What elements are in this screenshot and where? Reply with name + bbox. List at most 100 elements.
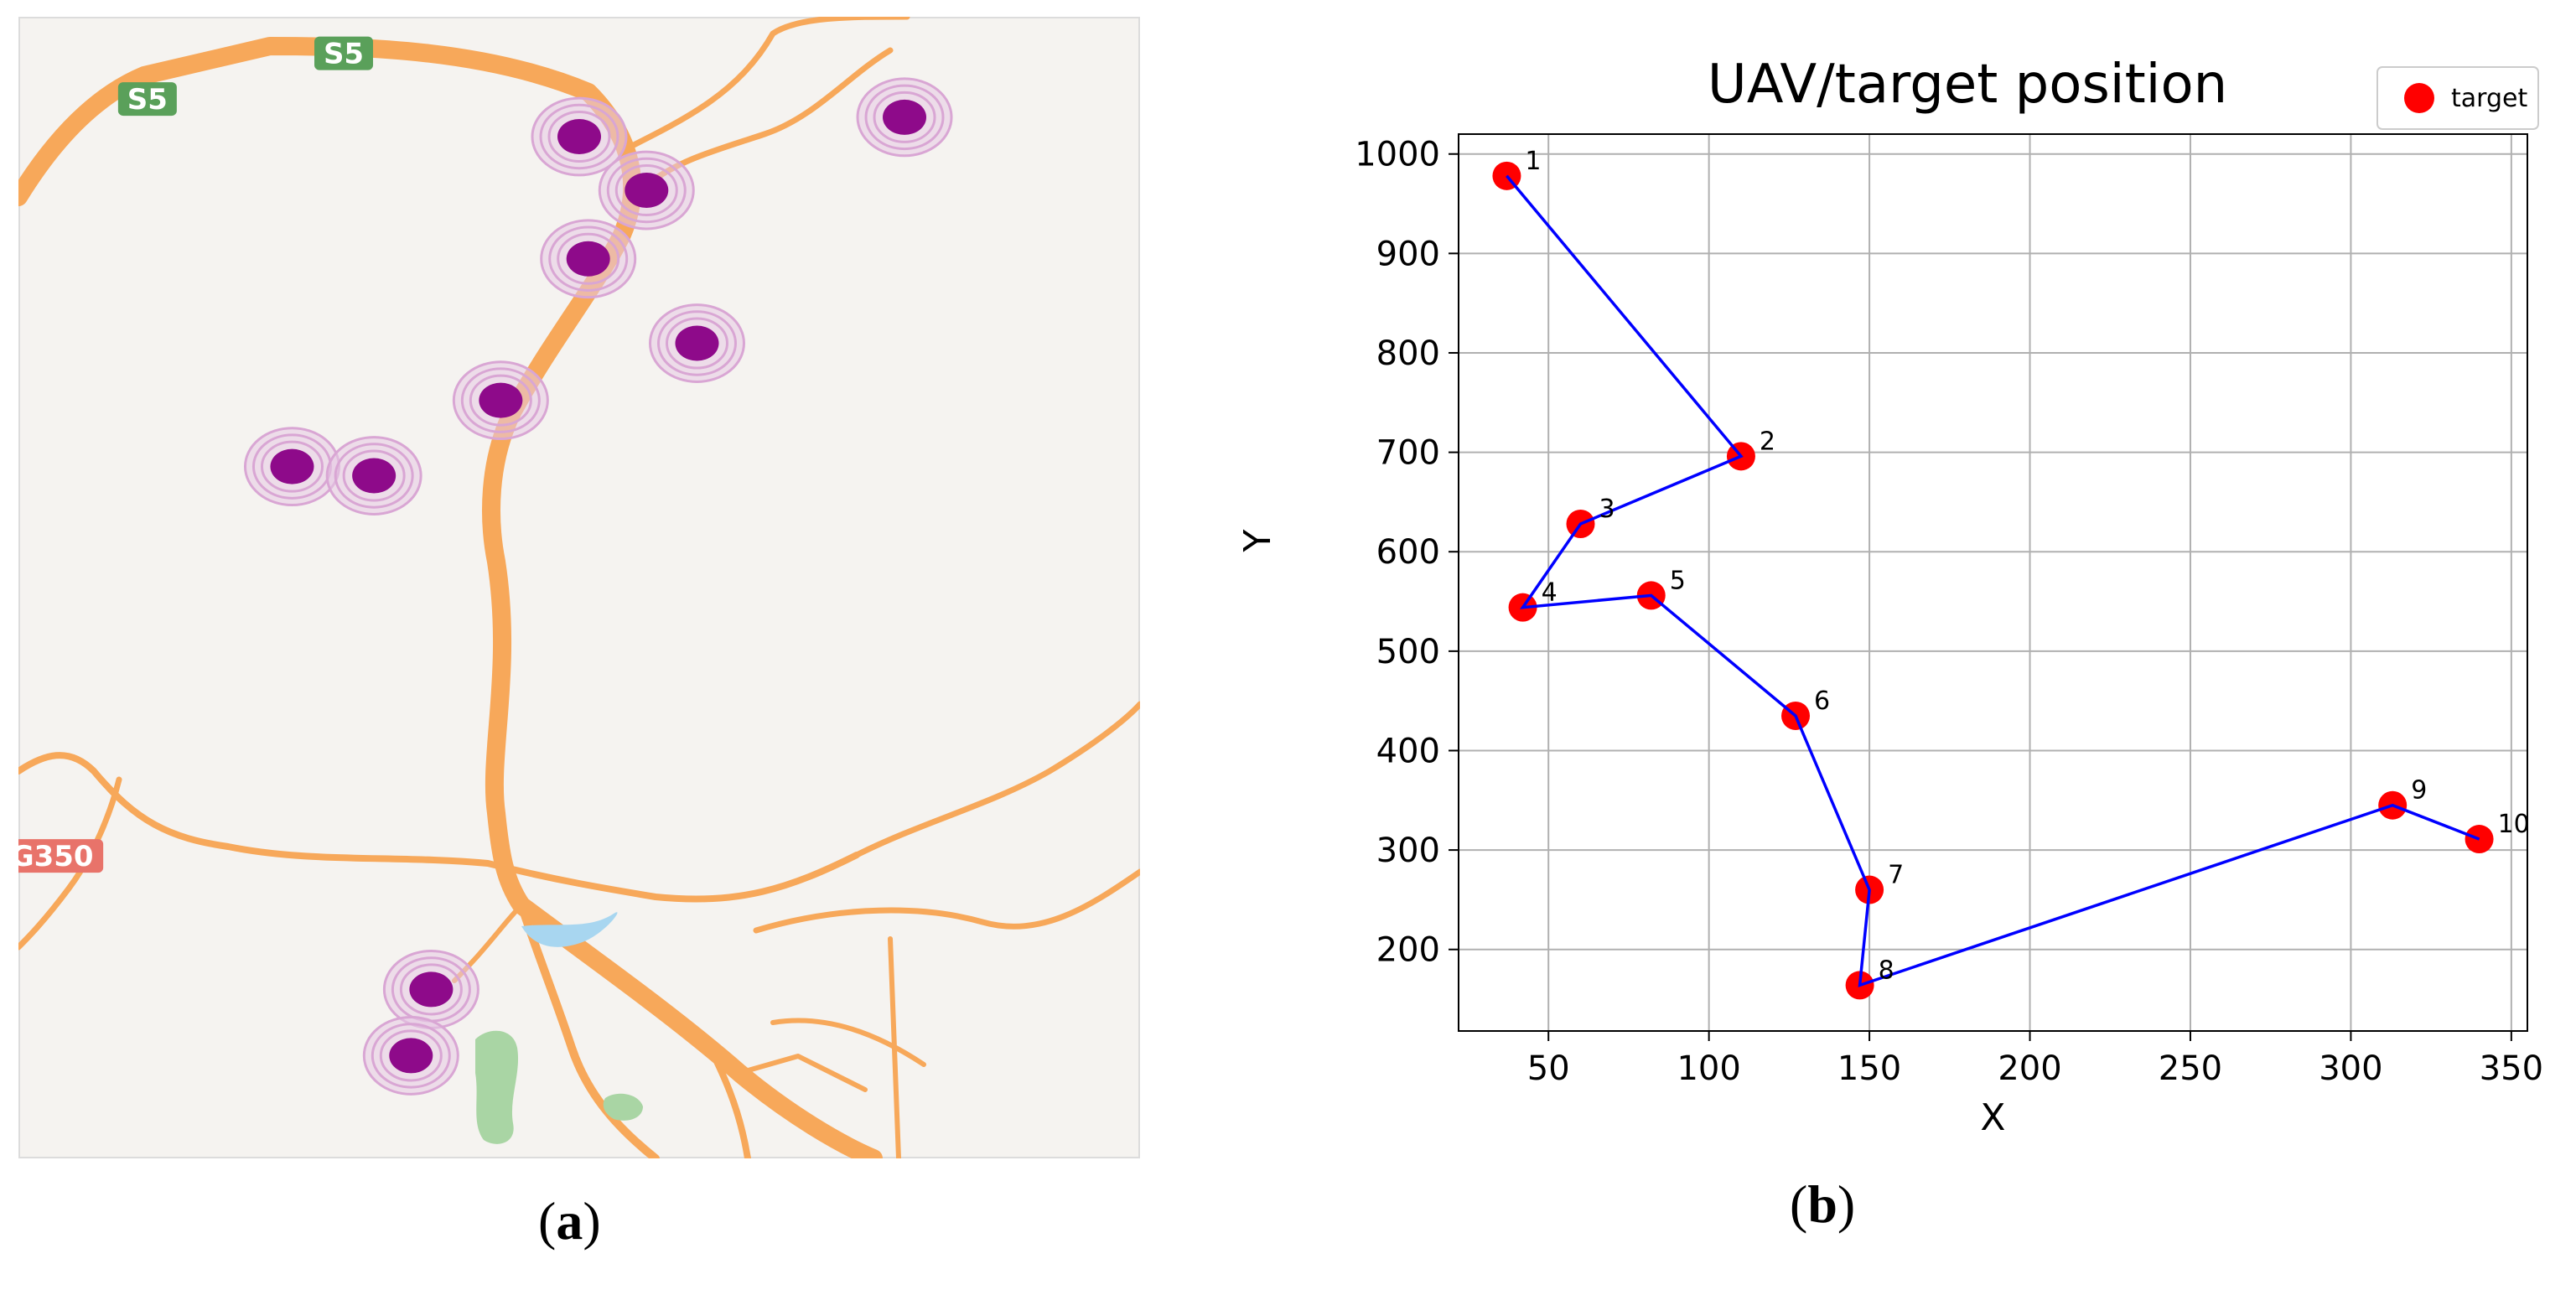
y-tick-label: 500 [1376,633,1440,671]
data-point-label: 6 [1814,686,1830,716]
road-south [517,901,660,1163]
legend-frame [2376,66,2539,130]
y-axis-ticks: 200 300 400 500 600 700 800 900 1000 [1355,136,1459,970]
road-shield-label: S5 [324,38,364,71]
marker-halo [260,440,324,493]
marker-dot [625,173,669,209]
series-path [1506,174,2480,987]
road-shields: S5 S5 G350 [1,36,374,873]
road-grid-3 [888,936,901,1161]
marker-dot [479,382,523,418]
data-point-label: 5 [1670,566,1686,595]
chart-title: UAV/target position [1708,54,2227,116]
map-marker[interactable] [598,150,695,231]
marker-dot [557,119,601,155]
marker-halo [539,103,619,170]
y-tick-label: 800 [1376,334,1440,373]
map-marker[interactable] [856,77,953,158]
map-marker[interactable] [382,950,479,1029]
marker-dot [675,325,719,361]
marker-halo [379,1029,443,1082]
scatter-chart: UAV/target position 50 100 150 200 250 300 350… [1236,54,2543,1139]
map-marker[interactable] [362,1016,459,1096]
marker-halo [665,317,728,370]
y-tick-label: 900 [1376,235,1440,273]
y-tick-label: 200 [1376,931,1440,970]
road-shield-label: S5 [127,83,168,117]
marker-dot [566,241,610,277]
x-axis-label: X [1980,1096,2005,1139]
panel-label-a: (a) [538,1191,601,1251]
chart-panel: UAV/target position 50 100 150 200 250 300 350… [1236,25,2573,1234]
data-point-label: 2 [1760,427,1775,456]
data-point-label: 4 [1542,578,1558,608]
road-east [853,701,1143,858]
road-grid-2 [770,1018,926,1067]
marker-halo [606,157,687,224]
map-marker[interactable] [325,436,422,515]
data-point-label: 3 [1599,495,1615,524]
road-shield-plate [314,36,374,70]
x-tick-label: 50 [1527,1049,1570,1088]
road-shield-label: G350 [18,840,94,873]
x-tick-label: 300 [2319,1049,2382,1088]
legend-label: target [2451,84,2527,113]
road-shield: S5 [117,82,177,117]
marker-halo [334,443,414,509]
water-body [521,912,618,947]
x-tick-label: 100 [1677,1049,1740,1088]
data-point-label: 9 [2411,776,2427,806]
road-shield: S5 [314,36,374,71]
x-tick-label: 350 [2480,1049,2543,1088]
marker-halo [548,225,629,292]
marker-halo [342,449,406,502]
y-tick-label: 400 [1376,732,1440,770]
marker-halo [399,963,463,1016]
map-marker[interactable] [531,96,628,177]
marker-halo [371,1023,451,1089]
road-south-west [15,776,122,951]
map-marker[interactable] [648,303,745,383]
chart-legend: target [2376,66,2539,130]
road-network [9,13,1143,1168]
marker-halo [614,164,678,217]
data-point-label: 8 [1879,956,1894,985]
park-area-small [603,1093,643,1121]
map-view: S5 S5 G350 [1,13,1143,1168]
marker-halo [557,232,620,285]
data-point-label: 7 [1888,861,1904,890]
marker-dot [389,1038,433,1074]
x-tick-label: 150 [1837,1049,1901,1088]
marker-dot [409,971,454,1008]
park-area [475,1030,519,1144]
map-panel: S5 S5 G350 (a) [1,13,1143,1251]
marker-halo [864,84,945,151]
road-shield: G350 [1,839,104,873]
road-shield-plate [117,82,177,117]
x-tick-label: 250 [2159,1049,2222,1088]
x-tick-label: 200 [1998,1049,2061,1088]
marker-dot [352,458,397,494]
y-tick-label: 300 [1376,832,1440,870]
road-east-lower [753,868,1143,934]
y-tick-label: 700 [1376,434,1440,473]
legend-marker [2404,83,2434,113]
marker-halo [460,367,541,433]
marker-dot [270,448,314,484]
series-layer: 1 2 3 4 5 6 7 8 9 10 [1492,147,2530,1000]
map-marker[interactable] [243,427,340,507]
marker-halo [873,91,936,143]
y-tick-label: 1000 [1355,136,1440,174]
y-axis-label: Y [1241,529,1279,552]
main-highway [9,37,883,1168]
map-marker[interactable] [452,360,549,441]
marker-halo [656,310,737,376]
map-markers [243,77,953,1096]
map-marker[interactable] [540,219,637,299]
grid-lines [1459,134,2527,1031]
marker-halo [469,374,532,427]
road-west [15,752,860,903]
data-point-label: 1 [1525,147,1541,176]
y-tick-label: 600 [1376,533,1440,572]
x-axis-ticks: 50 100 150 200 250 300 350 [1527,1031,2543,1088]
